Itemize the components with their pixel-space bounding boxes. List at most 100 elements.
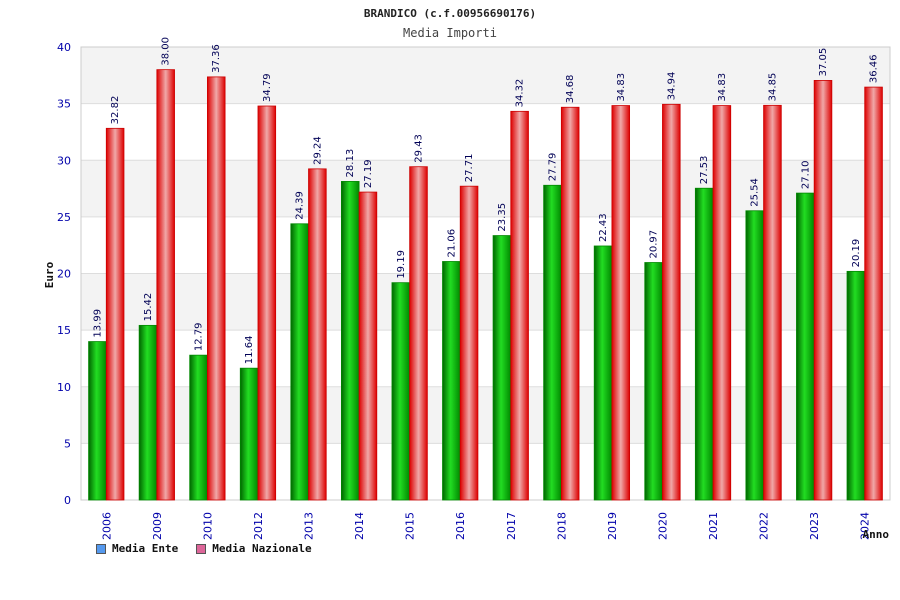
bar-media-ente — [189, 354, 208, 501]
value-label-media-ente: 27.10 — [800, 160, 811, 189]
bar-media-ente — [340, 181, 360, 501]
value-label-media-ente: 11.64 — [244, 336, 255, 365]
bar-media-nazionale — [712, 105, 732, 501]
legend-swatch-media-nazionale — [196, 543, 207, 554]
bar-media-ente — [694, 187, 714, 501]
bar-media-nazionale — [308, 168, 327, 501]
legend-swatch-media-ente — [96, 543, 106, 554]
value-label-media-ente: 13.99 — [92, 309, 103, 338]
value-label-media-nazionale: 32.82 — [110, 96, 121, 125]
x-axis-label: Anno — [863, 528, 890, 541]
value-label-media-nazionale: 27.19 — [363, 159, 374, 188]
value-label-media-ente: 22.43 — [598, 213, 609, 242]
value-label-media-nazionale: 29.24 — [312, 136, 323, 165]
y-tick-label: 10 — [57, 381, 71, 394]
chart-title: BRANDICO (c.f.00956690176) — [364, 7, 536, 20]
value-label-media-nazionale: 29.43 — [414, 134, 425, 163]
value-label-media-nazionale: 34.83 — [717, 73, 728, 102]
value-label-media-nazionale: 36.46 — [869, 54, 880, 83]
value-label-media-nazionale: 34.68 — [565, 75, 576, 104]
x-tick-label: 2017 — [505, 512, 518, 540]
bar-media-nazionale — [257, 105, 277, 501]
value-label-media-nazionale: 38.00 — [161, 37, 172, 66]
legend-label-media-nazionale: Media Nazionale — [212, 542, 312, 555]
bar-media-ente — [290, 223, 309, 501]
bar-media-nazionale — [409, 166, 428, 501]
bar-media-ente — [138, 324, 158, 501]
value-label-media-ente: 27.53 — [699, 156, 710, 185]
value-label-media-nazionale: 34.94 — [666, 72, 677, 101]
value-label-media-ente: 24.39 — [295, 191, 306, 220]
value-label-media-nazionale: 37.36 — [211, 44, 222, 73]
bar-media-nazionale — [105, 127, 125, 501]
x-tick-label: 2013 — [303, 512, 316, 540]
x-tick-label: 2006 — [100, 512, 113, 540]
bar-media-nazionale — [763, 104, 782, 501]
x-tick-label: 2023 — [808, 512, 821, 540]
bar-media-ente — [745, 210, 764, 501]
value-label-media-nazionale: 34.85 — [767, 73, 778, 102]
legend-item-media-nazionale: Media Nazionale — [196, 542, 312, 555]
value-label-media-ente: 21.06 — [446, 229, 457, 258]
value-label-media-ente: 27.79 — [547, 153, 558, 182]
x-tick-label: 2020 — [656, 512, 669, 540]
bar-media-nazionale — [207, 76, 226, 501]
bar-media-nazionale — [156, 69, 175, 501]
value-label-media-nazionale: 34.32 — [515, 79, 526, 108]
bar-media-nazionale — [864, 86, 883, 501]
y-tick-label: 20 — [57, 268, 71, 281]
x-tick-label: 2010 — [201, 512, 214, 540]
x-tick-label: 2018 — [555, 512, 568, 540]
bar-media-ente — [796, 192, 815, 501]
bar-media-ente — [239, 367, 259, 501]
bar-media-nazionale — [813, 80, 833, 501]
bar-media-nazionale — [662, 103, 681, 501]
value-label-media-nazionale: 34.83 — [616, 73, 627, 102]
value-label-media-ente: 15.42 — [143, 293, 154, 322]
value-label-media-nazionale: 37.05 — [818, 48, 829, 77]
value-label-media-nazionale: 27.71 — [464, 154, 475, 183]
value-label-media-ente: 28.13 — [345, 149, 356, 178]
bar-media-ente — [644, 262, 663, 501]
value-label-media-ente: 25.54 — [750, 178, 761, 207]
bar-media-ente — [593, 245, 613, 501]
x-tick-label: 2024 — [859, 512, 872, 540]
legend-item-media-ente: Media Ente — [96, 542, 178, 555]
x-tick-label: 2012 — [252, 512, 265, 540]
value-label-media-ente: 12.79 — [194, 323, 205, 352]
bar-media-nazionale — [358, 191, 378, 501]
value-label-media-ente: 20.19 — [851, 239, 862, 268]
bar-media-nazionale — [510, 110, 529, 501]
bar-media-ente — [846, 270, 866, 501]
value-label-media-ente: 19.19 — [396, 250, 407, 279]
plot-frame — [80, 46, 891, 501]
bar-media-nazionale — [459, 185, 479, 501]
y-tick-label: 5 — [64, 437, 71, 450]
bar-media-ente — [442, 261, 461, 501]
legend-label-media-ente: Media Ente — [112, 542, 179, 555]
plot-area: 0 5 10 15 20 25 30 35 40 13.99 32.82 2006 15.42 38.00… — [57, 37, 891, 540]
y-tick-label: 30 — [57, 154, 71, 167]
x-tick-label: 2009 — [151, 512, 164, 540]
x-tick-label: 2022 — [758, 512, 771, 540]
value-label-media-ente: 23.35 — [497, 203, 508, 232]
x-tick-label: 2016 — [454, 512, 467, 540]
bar-media-ente — [391, 282, 411, 501]
bar-media-nazionale — [611, 105, 631, 501]
y-tick-label: 15 — [57, 324, 71, 337]
bar-media-ente — [492, 235, 512, 501]
y-axis-label: Euro — [43, 261, 56, 288]
y-tick-label: 0 — [64, 494, 71, 507]
bar-media-ente — [543, 184, 562, 501]
bar-media-ente — [88, 341, 107, 501]
x-tick-label: 2015 — [404, 512, 417, 540]
bar-media-nazionale — [560, 106, 580, 501]
y-tick-label: 25 — [57, 211, 71, 224]
y-tick-label: 40 — [57, 41, 71, 54]
value-label-media-ente: 20.97 — [649, 230, 660, 259]
legend: Media Ente Media Nazionale — [96, 542, 312, 555]
x-tick-label: 2019 — [606, 512, 619, 540]
chart-subtitle: Media Importi — [403, 26, 497, 40]
x-tick-label: 2021 — [707, 512, 720, 540]
